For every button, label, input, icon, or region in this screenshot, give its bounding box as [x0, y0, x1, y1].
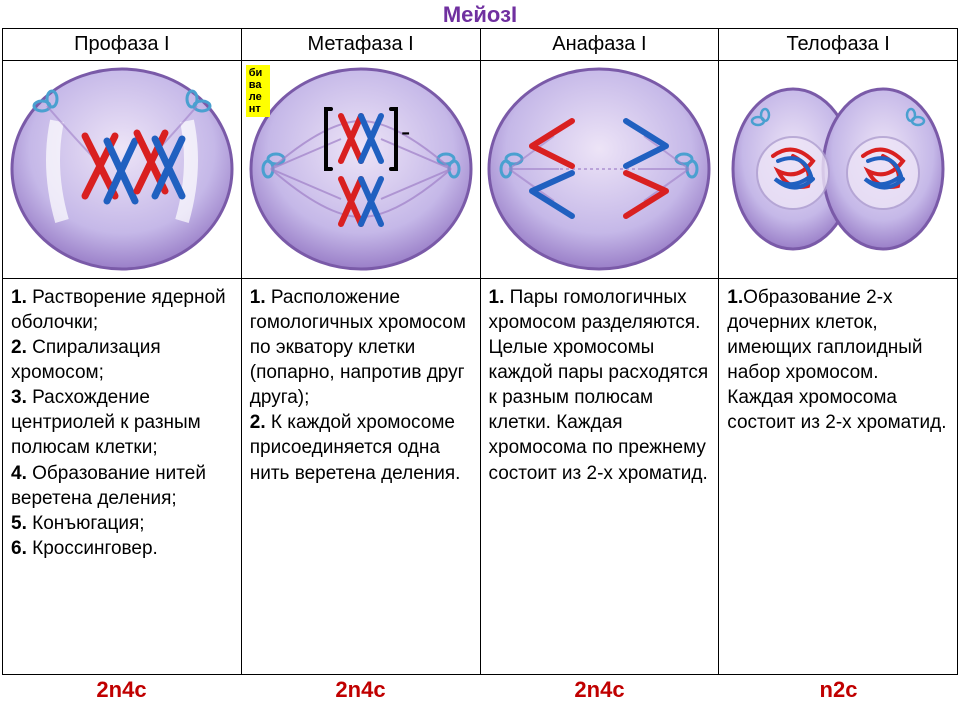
- telophase-cell: [719, 61, 958, 279]
- anaphase-text: 1. Пары гомологичных хромосом разделяютс…: [480, 279, 719, 675]
- anaphase-cell: [480, 61, 719, 279]
- header-row: Профаза I Метафаза I Анафаза I Телофаза …: [3, 29, 958, 61]
- meiosis-table: Профаза I Метафаза I Анафаза I Телофаза …: [2, 28, 958, 675]
- telophase-diagram: [723, 61, 953, 277]
- ploidy-2: 2n4c: [480, 675, 719, 703]
- bivalent-label: бивалент: [246, 65, 270, 117]
- phase-header-2: Анафаза I: [480, 29, 719, 61]
- metaphase-cell: бивалент: [241, 61, 480, 279]
- ploidy-0: 2n4c: [2, 675, 241, 703]
- anaphase-diagram: [484, 61, 714, 277]
- prophase-text: 1. Растворение ядерной оболочки;2. Спира…: [3, 279, 242, 675]
- metaphase-diagram: -: [246, 61, 476, 277]
- phase-header-0: Профаза I: [3, 29, 242, 61]
- prophase-cell: [3, 61, 242, 279]
- description-row: 1. Растворение ядерной оболочки;2. Спира…: [3, 279, 958, 675]
- svg-text:-: -: [401, 116, 410, 147]
- title-text: Мейоз: [443, 2, 511, 27]
- ploidy-1: 2n4c: [241, 675, 480, 703]
- phase-header-1: Метафаза I: [241, 29, 480, 61]
- ploidy-3: n2c: [719, 675, 958, 703]
- prophase-diagram: [7, 61, 237, 277]
- title-suffix: I: [511, 2, 517, 27]
- image-row: бивалент: [3, 61, 958, 279]
- phase-header-3: Телофаза I: [719, 29, 958, 61]
- page-title: МейозI: [0, 0, 960, 28]
- ploidy-footer: 2n4c 2n4c 2n4c n2c: [2, 675, 958, 703]
- metaphase-text: 1. Расположение гомологичных хромосом по…: [241, 279, 480, 675]
- telophase-text: 1.Образование 2-х дочерних клеток, имеющ…: [719, 279, 958, 675]
